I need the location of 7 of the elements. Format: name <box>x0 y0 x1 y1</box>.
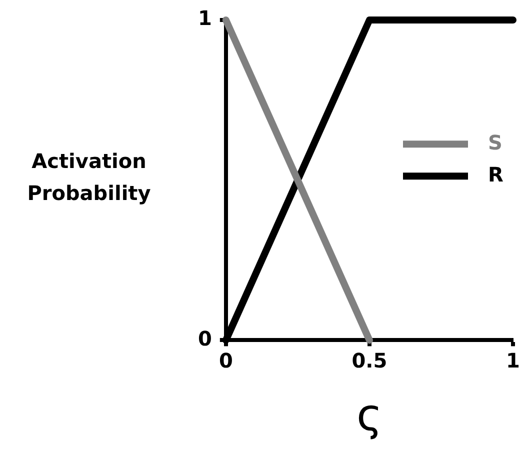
x-tick-label: 0 <box>218 348 233 372</box>
y-axis-title: Activation Probability <box>26 148 152 207</box>
x-tick-label: 0.5 <box>352 348 388 372</box>
legend-label: R <box>488 162 504 186</box>
x-axis-title: ς <box>356 390 382 442</box>
legend-label: S <box>488 130 502 154</box>
x-tick-label: 1 <box>506 348 520 372</box>
